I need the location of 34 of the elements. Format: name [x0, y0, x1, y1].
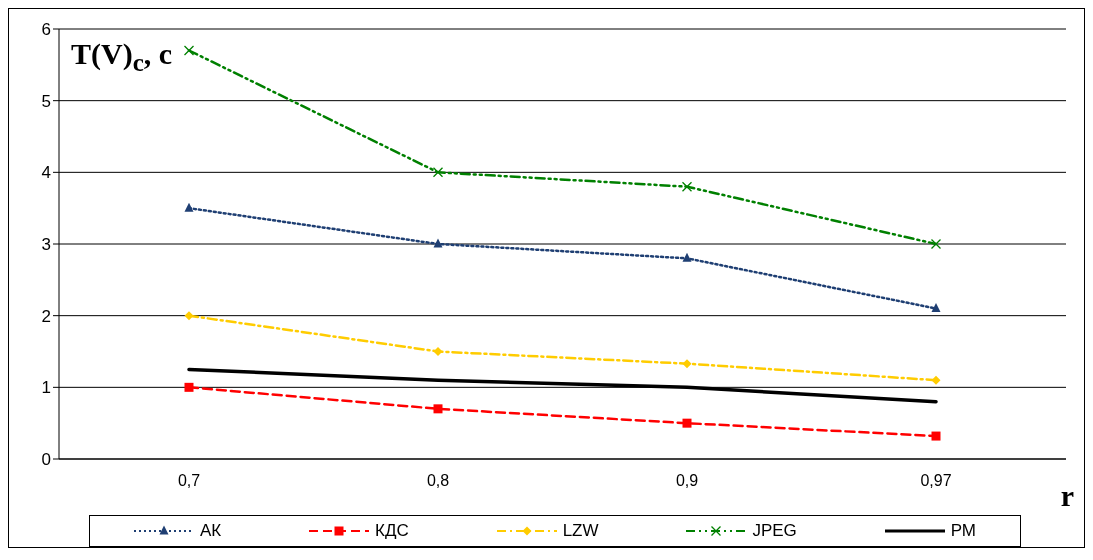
point — [432, 167, 444, 178]
x-tick-label: 0,8 — [426, 472, 450, 490]
point — [931, 303, 941, 312]
x-tick-label: 0,9 — [675, 472, 699, 490]
point — [681, 181, 693, 192]
point — [433, 238, 443, 248]
y-tick-label: 4 — [41, 163, 51, 183]
legend-label: JPEG — [752, 521, 797, 541]
y-tick-label: 0 — [41, 450, 51, 470]
y-tick-label: 2 — [41, 306, 51, 326]
point — [433, 404, 443, 414]
x-tick-label: 0,97 — [920, 472, 952, 490]
legend-label: LZW — [562, 521, 599, 541]
y-tick-label: 1 — [41, 378, 51, 398]
x-axis-title: r — [1060, 479, 1074, 513]
point — [931, 431, 941, 441]
point — [433, 347, 443, 356]
point — [682, 359, 692, 369]
point — [682, 252, 692, 262]
point — [184, 202, 194, 212]
y-tick-label: 3 — [41, 235, 51, 255]
point — [184, 382, 194, 392]
y-tick-label: 5 — [41, 91, 51, 111]
point — [183, 45, 195, 56]
point — [930, 238, 942, 250]
point — [682, 418, 692, 428]
point — [931, 375, 941, 385]
legend-label: РМ — [950, 521, 976, 541]
x-tick-label: 0,7 — [177, 472, 201, 490]
point — [184, 311, 194, 321]
y-axis-title: T(V)$_{c}$, c — [71, 37, 173, 77]
y-tick-label: 6 — [41, 20, 51, 40]
legend-label: АК — [199, 521, 222, 541]
legend-label: КДС — [375, 521, 409, 541]
